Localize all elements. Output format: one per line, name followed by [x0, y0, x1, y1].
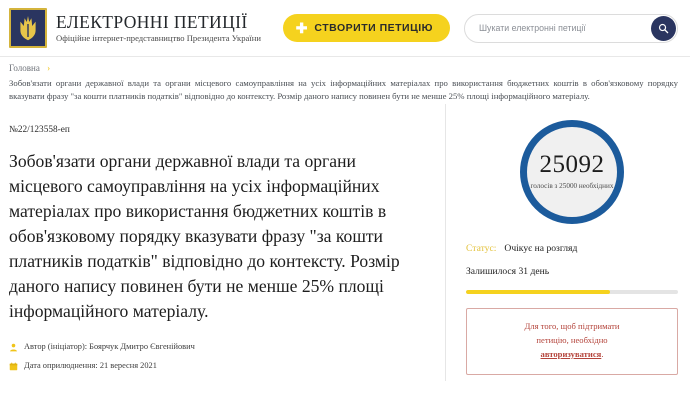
petition-sidebar: 25092 голосів з 25000 необхідних Статус:… — [446, 104, 678, 381]
breadcrumb-separator-icon: › — [47, 63, 51, 73]
calendar-icon — [9, 362, 18, 373]
petition-author-row: Автор (ініціатор): Боярчук Дмитро Євгені… — [9, 342, 431, 354]
vote-counter: 25092 голосів з 25000 необхідних — [520, 119, 624, 224]
site-subtitle: Офіційне інтернет-представництво Президе… — [56, 33, 261, 44]
plus-icon: ✚ — [295, 20, 308, 36]
person-icon — [9, 343, 18, 354]
header-actions: ✚ СТВОРИТИ ПЕТИЦІЮ — [282, 13, 678, 43]
petition-title: Зобов'язати органи державної влади та ор… — [9, 150, 400, 321]
petition-published-row: Дата оприлюднення: 21 вересня 2021 — [9, 361, 431, 373]
status-row: Статус: Очікує на розгляд — [466, 243, 678, 254]
petition-main-column: №22/123558-еп Зобов'язати органи державн… — [9, 103, 446, 381]
ukraine-trident-emblem-icon — [9, 8, 47, 48]
site-header: ЕЛЕКТРОННІ ПЕТИЦІЇ Офіційне інтернет-пре… — [0, 0, 690, 57]
page-body: №22/123558-еп Зобов'язати органи державн… — [0, 103, 690, 381]
status-label: Статус: — [466, 242, 497, 254]
auth-notice-line2: петицію, необхідно — [536, 334, 608, 345]
status-badge: Очікує на розгляд — [504, 242, 578, 254]
auth-required-notice: Для того, щоб підтримати петицію, необхі… — [466, 307, 678, 375]
search-button[interactable] — [651, 15, 676, 41]
support-progress-bar — [466, 289, 678, 294]
petition-published-text: Дата оприлюднення: 21 вересня 2021 — [24, 361, 157, 371]
brand[interactable]: ЕЛЕКТРОННІ ПЕТИЦІЇ Офіційне інтернет-пре… — [9, 8, 261, 48]
petition-author-text: Автор (ініціатор): Боярчук Дмитро Євгені… — [24, 341, 195, 351]
search-field — [464, 13, 678, 43]
petition-number: №22/123558-еп — [9, 124, 70, 135]
days-left-text: Залишилося 31 день — [466, 265, 550, 277]
vote-count-caption: голосів з 25000 необхідних — [530, 182, 614, 191]
search-input[interactable] — [464, 13, 678, 43]
auth-notice-period: . — [601, 348, 604, 359]
authorize-link[interactable]: авторизуватися — [540, 348, 602, 359]
search-icon — [658, 23, 669, 33]
support-progress-fill — [466, 289, 611, 294]
create-petition-button[interactable]: ✚ СТВОРИТИ ПЕТИЦІЮ — [282, 14, 450, 42]
vote-count-value: 25092 — [539, 151, 605, 179]
site-title: ЕЛЕКТРОННІ ПЕТИЦІЇ — [56, 11, 248, 32]
auth-notice-line1: Для того, щоб підтримати — [524, 320, 620, 331]
breadcrumb-item-home[interactable]: Головна — [9, 63, 40, 73]
breadcrumb: Головна › — [0, 57, 690, 75]
create-petition-label: СТВОРИТИ ПЕТИЦІЮ — [314, 22, 433, 34]
petition-intro-text: Зобов'язати органи державної влади та ор… — [9, 78, 678, 102]
